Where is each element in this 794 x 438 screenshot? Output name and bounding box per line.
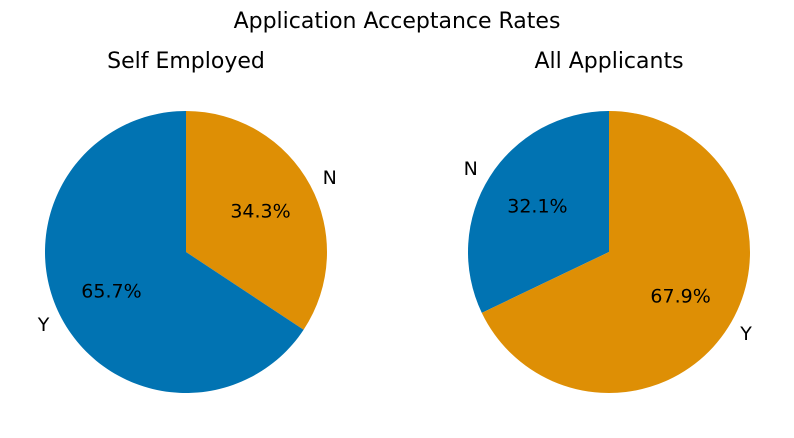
pie-slice-all-applicants-y [481, 111, 750, 393]
pie-percent-label-self-employed-n: 34.3% [230, 200, 290, 222]
pie-slice-self-employed-y [44, 111, 304, 393]
pie-chart-self-employed: Self Employed N 34.3% Y 65.7% [37, 49, 337, 393]
pie-category-label-self-employed-n: N [323, 167, 337, 189]
pie-category-label-all-applicants-n: N [464, 158, 478, 180]
pie-category-label-self-employed-y: Y [37, 314, 50, 336]
pie-percent-label-all-applicants-y: 67.9% [650, 286, 710, 308]
pie-title-self-employed: Self Employed [107, 49, 265, 74]
pie-percent-label-all-applicants-n: 32.1% [507, 195, 567, 217]
pie-title-all-applicants: All Applicants [534, 49, 683, 74]
pie-slice-all-applicants-n [468, 111, 609, 313]
pie-slice-self-employed-n [186, 111, 327, 330]
pie-category-label-all-applicants-y: Y [739, 323, 752, 345]
pie-chart-all-applicants: All Applicants N 32.1% Y 67.9% [464, 49, 752, 393]
pie-percent-label-self-employed-y: 65.7% [81, 281, 141, 303]
figure-title: Application Acceptance Rates [234, 9, 561, 34]
